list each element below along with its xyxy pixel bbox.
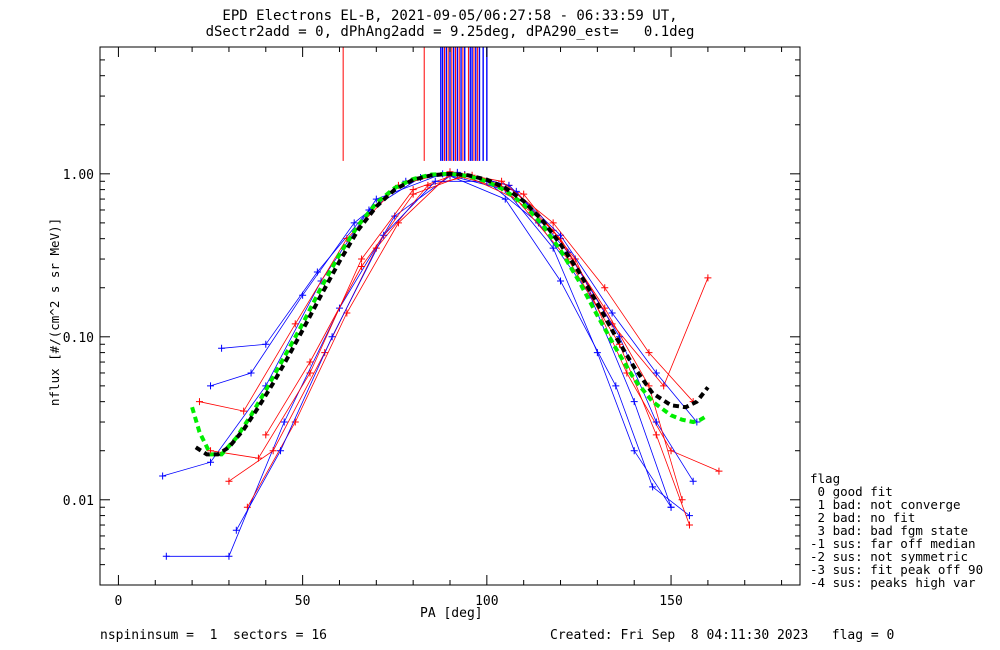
data-point bbox=[601, 284, 609, 292]
series-line bbox=[162, 173, 672, 508]
data-point bbox=[306, 358, 314, 366]
footer-right: Created: Fri Sep 8 04:11:30 2023 flag = … bbox=[550, 628, 895, 643]
x-tick-label: 100 bbox=[475, 594, 498, 609]
flag-legend-item: 3 bad: bad fgm state bbox=[810, 523, 969, 538]
data-point bbox=[685, 521, 693, 529]
data-point bbox=[549, 219, 557, 227]
data-point bbox=[685, 512, 693, 520]
data-point bbox=[328, 333, 336, 341]
data-point bbox=[715, 467, 723, 475]
y-tick-label: 0.01 bbox=[63, 494, 94, 509]
data-point bbox=[704, 274, 712, 282]
x-axis-label: PA [deg] bbox=[420, 606, 483, 621]
flag-legend-item: 2 bad: no fit bbox=[810, 510, 916, 525]
flag-legend-title: flag bbox=[810, 471, 841, 486]
data-point bbox=[652, 418, 660, 426]
data-point bbox=[280, 418, 288, 426]
data-point bbox=[645, 382, 653, 390]
series-line bbox=[210, 173, 709, 459]
data-point bbox=[394, 219, 402, 227]
flag-legend-item: -3 sus: fit peak off 90 bbox=[810, 562, 984, 577]
data-point bbox=[645, 349, 653, 357]
data-point bbox=[608, 309, 616, 317]
data-point bbox=[299, 291, 307, 299]
data-point bbox=[225, 477, 233, 485]
flag-legend-item: 1 bad: not converge bbox=[810, 497, 961, 512]
data-point bbox=[247, 369, 255, 377]
data-point bbox=[358, 262, 366, 270]
series-line bbox=[199, 171, 694, 412]
data-point bbox=[431, 177, 439, 185]
data-point bbox=[652, 369, 660, 377]
data-point bbox=[501, 195, 509, 203]
flag-legend-item: 0 good fit bbox=[810, 484, 893, 499]
x-tick-label: 0 bbox=[115, 594, 123, 609]
data-point bbox=[520, 190, 528, 198]
data-point bbox=[306, 369, 314, 377]
chart-title-line1: EPD Electrons EL-B, 2021-09-05/06:27:58 … bbox=[222, 8, 678, 24]
data-point bbox=[262, 340, 270, 348]
data-point bbox=[240, 407, 248, 415]
data-point bbox=[291, 418, 299, 426]
series-line bbox=[166, 175, 690, 557]
data-point bbox=[549, 244, 557, 252]
data-point bbox=[232, 526, 240, 534]
y-tick-label: 1.00 bbox=[63, 168, 94, 183]
flag-legend: flag 0 good fit 1 bad: not converge 2 ba… bbox=[810, 472, 983, 589]
fit-curve bbox=[194, 171, 710, 457]
data-point bbox=[358, 255, 366, 263]
data-point bbox=[291, 320, 299, 328]
flag-legend-item: -1 sus: far off median bbox=[810, 536, 976, 551]
series-line bbox=[265, 174, 690, 526]
data-point bbox=[571, 255, 579, 263]
data-point bbox=[689, 477, 697, 485]
data-point bbox=[225, 552, 233, 560]
x-tick-label: 50 bbox=[295, 594, 311, 609]
data-point bbox=[667, 447, 675, 455]
data-point bbox=[162, 552, 170, 560]
data-point bbox=[557, 277, 565, 285]
data-point bbox=[593, 349, 601, 357]
data-point bbox=[601, 304, 609, 312]
series-line bbox=[235, 180, 672, 531]
data-layer bbox=[159, 47, 723, 560]
data-point bbox=[350, 219, 358, 227]
data-point bbox=[207, 382, 215, 390]
x-tick-label: 150 bbox=[659, 594, 682, 609]
data-point bbox=[277, 447, 285, 455]
flag-legend-item: -2 sus: not symmetric bbox=[810, 549, 969, 564]
flag-legend-item: -4 sus: peaks high var bbox=[810, 575, 976, 590]
data-point bbox=[612, 382, 620, 390]
data-point bbox=[649, 483, 657, 491]
data-point bbox=[498, 177, 506, 185]
axes-layer: 0 50 100 150 0.01 0.10 1.00 bbox=[63, 46, 801, 609]
chart-title-line2: dSectr2add = 0, dPhAng2add = 9.25deg, dP… bbox=[205, 24, 695, 40]
data-point bbox=[667, 503, 675, 511]
data-point bbox=[207, 458, 215, 466]
y-axis-label: nflux [#/(cm^2 s sr MeV)] bbox=[47, 217, 62, 406]
data-point bbox=[269, 447, 277, 455]
data-point bbox=[195, 398, 203, 406]
data-point bbox=[409, 190, 417, 198]
data-point bbox=[630, 447, 638, 455]
data-point bbox=[678, 496, 686, 504]
data-point bbox=[262, 431, 270, 439]
footer-left: nspininsum = 1 sectors = 16 bbox=[100, 628, 327, 643]
series-line bbox=[210, 171, 698, 423]
data-point bbox=[159, 472, 167, 480]
data-point bbox=[630, 398, 638, 406]
data-point bbox=[652, 431, 660, 439]
series-line bbox=[221, 174, 694, 482]
y-tick-label: 0.10 bbox=[63, 331, 94, 346]
fit-curve bbox=[190, 171, 709, 457]
data-point bbox=[660, 382, 668, 390]
data-point bbox=[424, 181, 432, 189]
data-point bbox=[218, 344, 226, 352]
